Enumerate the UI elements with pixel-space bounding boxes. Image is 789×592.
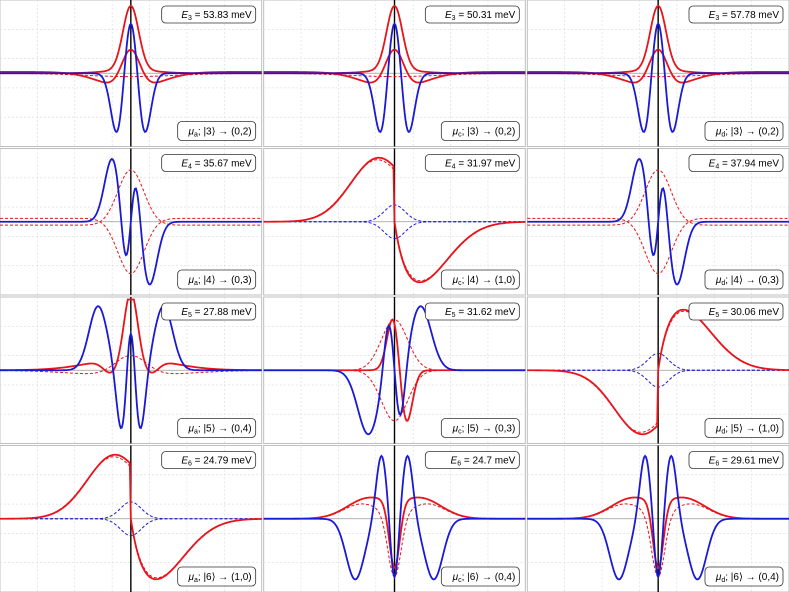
chart-panel-12: E6 = 29.61 meV μd; |6⟩ → (0,4) (526, 445, 789, 592)
series-red-dashed (527, 72, 789, 78)
svg-text:E3 = 53.83 meV: E3 = 53.83 meV (181, 10, 252, 22)
chart-panel-5: E4 = 31.97 meV μc; |4⟩ → (1,0) (263, 148, 526, 296)
state-label: μa; |4⟩ → (0,3) (177, 269, 257, 290)
chart-panel-7: E5 = 27.88 meV μa; |5⟩ → (0,4) (0, 296, 263, 444)
state-label: μd; |3⟩ → (0,2) (704, 121, 784, 141)
series-red-dashed (0, 354, 262, 375)
series-blue (527, 157, 789, 286)
series-red (527, 48, 789, 84)
svg-text:μc; |5⟩ → (0,3): μc; |5⟩ → (0,3) (452, 424, 516, 436)
chart-panel-6: E4 = 37.94 meV μd; |4⟩ → (0,3) (526, 148, 789, 296)
series-red-dashed (527, 169, 789, 226)
series-blue (0, 22, 262, 133)
series-blue (0, 305, 262, 430)
svg-text:E3 = 57.78 meV: E3 = 57.78 meV (709, 10, 780, 22)
series-red (0, 48, 262, 84)
series-red-dashed (0, 72, 262, 78)
svg-text:μd; |3⟩ → (0,2): μd; |3⟩ → (0,2) (715, 127, 779, 139)
state-label: μa; |6⟩ → (1,0) (177, 566, 257, 587)
series-blue-dashed (0, 518, 262, 537)
state-label: μc; |4⟩ → (1,0) (440, 269, 520, 290)
svg-text:μa; |3⟩ → (0,2): μa; |3⟩ → (0,2) (188, 127, 252, 139)
chart-panel-10: E6 = 24.79 meV μa; |6⟩ → (1,0) (0, 445, 263, 592)
energy-label: E4 = 31.97 meV (424, 154, 520, 172)
state-label: μd; |4⟩ → (0,3) (704, 269, 784, 290)
series-blue-dashed (263, 221, 526, 240)
svg-text:E4 = 35.67 meV: E4 = 35.67 meV (181, 159, 252, 171)
series-red-dashed (527, 217, 789, 275)
series-red (527, 308, 789, 436)
chart-panel-1: E3 = 53.83 meV μa; |3⟩ → (0,2) (0, 0, 263, 147)
chart-panel-8: E5 = 31.62 meV μc; |5⟩ → (0,3) (263, 296, 526, 444)
svg-text:μa; |6⟩ → (1,0): μa; |6⟩ → (1,0) (188, 572, 252, 584)
svg-text:E5 = 31.62 meV: E5 = 31.62 meV (445, 307, 516, 319)
svg-text:E6 = 24.79 meV: E6 = 24.79 meV (181, 456, 252, 468)
svg-text:E5 = 27.88 meV: E5 = 27.88 meV (181, 307, 252, 319)
svg-text:E5 = 30.06 meV: E5 = 30.06 meV (709, 307, 780, 319)
series-red (0, 298, 262, 374)
chart-panel-4: E4 = 35.67 meV μa; |4⟩ → (0,3) (0, 148, 263, 296)
energy-label: E6 = 29.61 meV (688, 451, 784, 469)
energy-label: E4 = 37.94 meV (688, 154, 784, 172)
svg-text:μc; |4⟩ → (1,0): μc; |4⟩ → (1,0) (452, 275, 516, 287)
svg-text:μc; |3⟩ → (0,2): μc; |3⟩ → (0,2) (452, 127, 516, 139)
svg-text:μa; |5⟩ → (0,4): μa; |5⟩ → (0,4) (188, 424, 252, 436)
series-red (263, 48, 526, 84)
svg-text:μd; |6⟩ → (0,4): μd; |6⟩ → (0,4) (715, 572, 779, 584)
energy-label: E3 = 57.78 meV (688, 5, 784, 24)
chart-panel-9: E5 = 30.06 meV μd; |5⟩ → (1,0) (526, 296, 789, 444)
state-label: μd; |6⟩ → (0,4) (704, 566, 784, 587)
chart-panel-3: E3 = 57.78 meV μd; |3⟩ → (0,2) (526, 0, 789, 147)
state-label: μd; |5⟩ → (1,0) (704, 418, 784, 438)
series-blue (263, 305, 526, 436)
state-label: μa; |5⟩ → (0,4) (177, 418, 257, 438)
svg-text:E3 = 50.31 meV: E3 = 50.31 meV (445, 10, 516, 22)
series-blue (527, 454, 789, 581)
svg-text:E4 = 37.94 meV: E4 = 37.94 meV (709, 159, 780, 171)
series-red (263, 156, 526, 284)
svg-text:E6 = 29.61 meV: E6 = 29.61 meV (709, 456, 780, 468)
svg-text:E4 = 31.97 meV: E4 = 31.97 meV (445, 159, 516, 171)
series-red-dashed (0, 169, 262, 226)
svg-text:μd; |5⟩ → (1,0): μd; |5⟩ → (1,0) (715, 424, 779, 436)
energy-label: E6 = 24.7 meV (424, 451, 520, 469)
svg-text:E6 = 24.7 meV: E6 = 24.7 meV (451, 456, 516, 468)
series-blue (263, 22, 526, 133)
svg-text:μd; |4⟩ → (0,3): μd; |4⟩ → (0,3) (715, 275, 779, 287)
series-red-dashed (0, 217, 262, 275)
series-blue (0, 157, 262, 286)
energy-label: E6 = 24.79 meV (161, 451, 257, 469)
state-label: μc; |5⟩ → (0,3) (440, 418, 520, 438)
series-blue (263, 454, 526, 581)
energy-label: E3 = 50.31 meV (424, 5, 520, 24)
chart-panel-11: E6 = 24.7 meV μc; |6⟩ → (0,4) (263, 445, 526, 592)
series-blue (527, 22, 789, 133)
energy-label: E5 = 30.06 meV (688, 302, 784, 321)
energy-label: E5 = 31.62 meV (424, 302, 520, 321)
chart-panel-2: E3 = 50.31 meV μc; |3⟩ → (0,2) (263, 0, 526, 147)
energy-label: E4 = 35.67 meV (161, 154, 257, 172)
state-label: μc; |3⟩ → (0,2) (440, 121, 520, 141)
state-label: μc; |6⟩ → (0,4) (440, 566, 520, 587)
svg-text:μa; |4⟩ → (0,3): μa; |4⟩ → (0,3) (188, 275, 252, 287)
svg-text:μc; |6⟩ → (0,4): μc; |6⟩ → (0,4) (452, 572, 516, 584)
state-label: μa; |3⟩ → (0,2) (177, 121, 257, 141)
series-red-dashed (263, 72, 526, 78)
series-blue-dashed (527, 352, 789, 371)
energy-label: E3 = 53.83 meV (161, 5, 257, 24)
energy-label: E5 = 27.88 meV (161, 302, 257, 321)
series-red (0, 453, 262, 581)
